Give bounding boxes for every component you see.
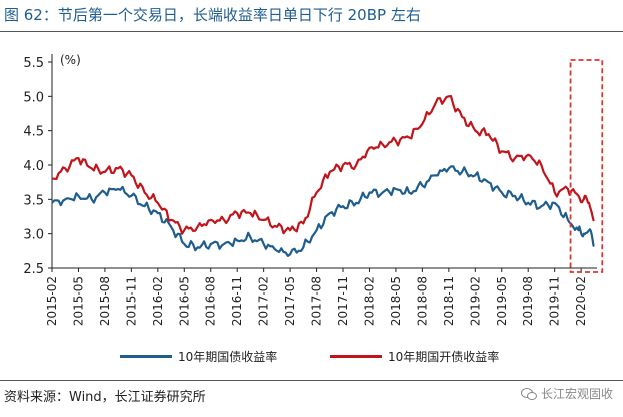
highlight-box (569, 59, 604, 273)
legend-item-cdb: 10年期国开债收益率 (330, 348, 499, 365)
legend: 10年期国债收益率 10年期国开债收益率 (0, 348, 623, 366)
x-axis: 2015-02 2015-05 2015-08 2015-11 2016-02 2016-… (45, 267, 597, 326)
x-tick-label: 2016-05 (177, 276, 191, 326)
title-divider (0, 31, 623, 32)
watermark-text: 长江宏观固收 (540, 387, 613, 401)
watermark: 长江宏观固收 (520, 385, 613, 402)
y-tick-label: 5.0 (23, 90, 44, 105)
chart-area: 2.53.03.54.04.55.05.5 (%) 2015-02 2015-05 2… (23, 53, 604, 326)
y-tick-label: 4.0 (23, 159, 44, 174)
series-line-govt (51, 165, 595, 257)
y-axis: 2.5 3.0 3.5 4.0 4.5 5.0 5.5 (%) (23, 53, 80, 277)
x-tick-label: 2017-05 (283, 276, 297, 326)
x-tick-label: 2017-08 (310, 276, 324, 326)
x-tick-label: 2016-11 (230, 276, 244, 326)
legend-item-govt: 10年期国债收益率 (120, 348, 277, 365)
x-tick-label: 2018-05 (389, 276, 403, 326)
x-tick-label: 2015-08 (98, 276, 112, 326)
highlight-rect (569, 59, 604, 273)
x-tick-label: 2019-05 (495, 276, 509, 326)
legend-swatch-govt (120, 355, 172, 358)
y-tick-label: 5.5 (23, 56, 44, 71)
y-axis-unit: (%) (60, 53, 81, 67)
x-tick-label: 2019-02 (468, 276, 482, 326)
x-tick-label: 2015-05 (71, 276, 85, 326)
y-tick-label: 2.5 (23, 262, 44, 277)
x-tick-label: 2020-02 (574, 276, 588, 326)
y-tick-label: 4.5 (23, 125, 44, 140)
wechat-icon (520, 387, 537, 400)
x-tick-label: 2018-11 (442, 276, 456, 326)
x-tick-label: 2015-11 (124, 276, 138, 326)
x-tick-label: 2017-02 (257, 276, 271, 326)
series-line-cdb (52, 95, 595, 235)
y-tick-label: 3.5 (23, 193, 44, 208)
x-tick-label: 2018-08 (415, 276, 429, 326)
x-tick-label: 2015-02 (45, 276, 59, 326)
chart-title: 图 62：节后第一个交易日，长端收益率日单日下行 20BP 左右 (4, 6, 421, 24)
legend-label-govt: 10年期国债收益率 (178, 350, 278, 364)
source-note: 资料来源：Wind，长江证券研究所 (4, 390, 206, 405)
x-tick-label: 2017-11 (336, 276, 350, 326)
x-tick-label: 2018-02 (362, 276, 376, 326)
x-tick-label: 2016-08 (204, 276, 218, 326)
x-tick-label: 2016-02 (151, 276, 165, 326)
source-divider (0, 380, 623, 381)
series-lines (51, 95, 595, 257)
x-tick-label: 2019-08 (521, 276, 535, 326)
legend-swatch-cdb (330, 355, 382, 358)
y-tick-label: 3.0 (23, 228, 44, 243)
x-tick-label: 2019-11 (548, 276, 562, 326)
legend-label-cdb: 10年期国开债收益率 (388, 350, 500, 364)
